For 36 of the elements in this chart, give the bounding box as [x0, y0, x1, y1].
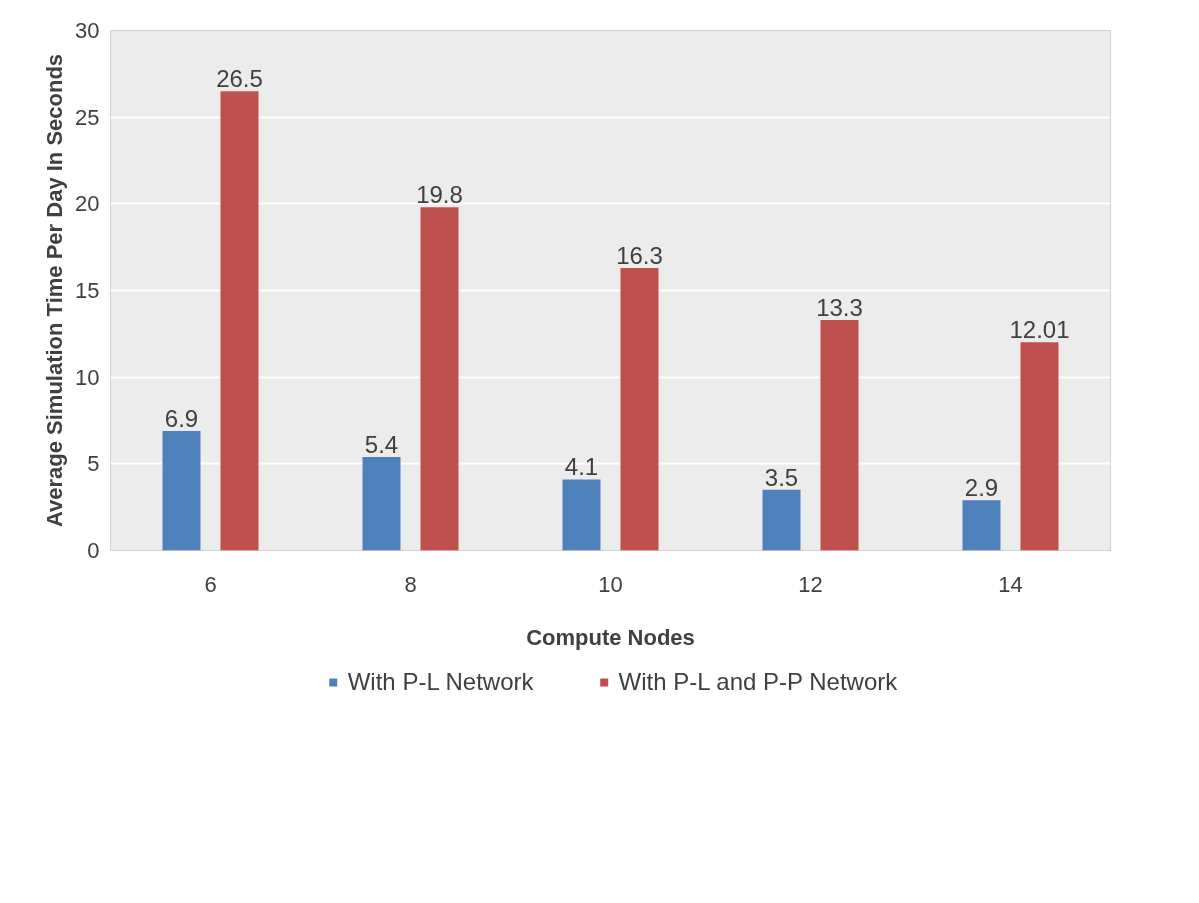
- data-label: 16.3: [616, 241, 663, 269]
- x-tick-label: 14: [998, 571, 1023, 597]
- x-tick-label: 6: [204, 571, 217, 597]
- bar: [162, 430, 201, 551]
- x-axis-title: Compute Nodes: [526, 624, 695, 650]
- data-label: 26.5: [216, 65, 263, 93]
- y-tick-label: 10: [75, 364, 100, 390]
- bar: [562, 479, 601, 551]
- bar: [220, 91, 259, 551]
- data-label: 5.4: [364, 430, 399, 458]
- y-axis-title: Average Simulation Time Per Day In Seconds: [42, 53, 68, 528]
- y-tick-label: 20: [75, 191, 100, 217]
- bar: [1020, 342, 1059, 551]
- data-label: 6.9: [164, 404, 199, 432]
- data-label: 12.01: [1009, 316, 1070, 344]
- bar: [962, 500, 1001, 551]
- data-label: 2.9: [964, 474, 999, 502]
- x-tick-label: 12: [798, 571, 823, 597]
- bar: [620, 267, 659, 551]
- data-label: 4.1: [564, 453, 599, 481]
- y-tick-label: 25: [75, 104, 100, 130]
- x-tick-label: 8: [404, 571, 417, 597]
- y-tick-label: 0: [87, 538, 100, 563]
- y-tick-label: 5: [87, 451, 100, 477]
- y-tick-label: 15: [75, 278, 100, 303]
- legend-label: With P-L and P-P Network: [618, 668, 898, 696]
- data-label: 19.8: [416, 181, 463, 209]
- data-label: 13.3: [816, 293, 863, 321]
- x-tick-label: 10: [598, 571, 623, 597]
- bar: [820, 319, 859, 551]
- bar: [362, 456, 401, 551]
- bar: [420, 207, 459, 551]
- data-label: 3.5: [764, 463, 799, 491]
- y-tick-label: 30: [75, 18, 100, 43]
- legend-label: With P-L Network: [347, 668, 534, 696]
- bar: [762, 489, 801, 551]
